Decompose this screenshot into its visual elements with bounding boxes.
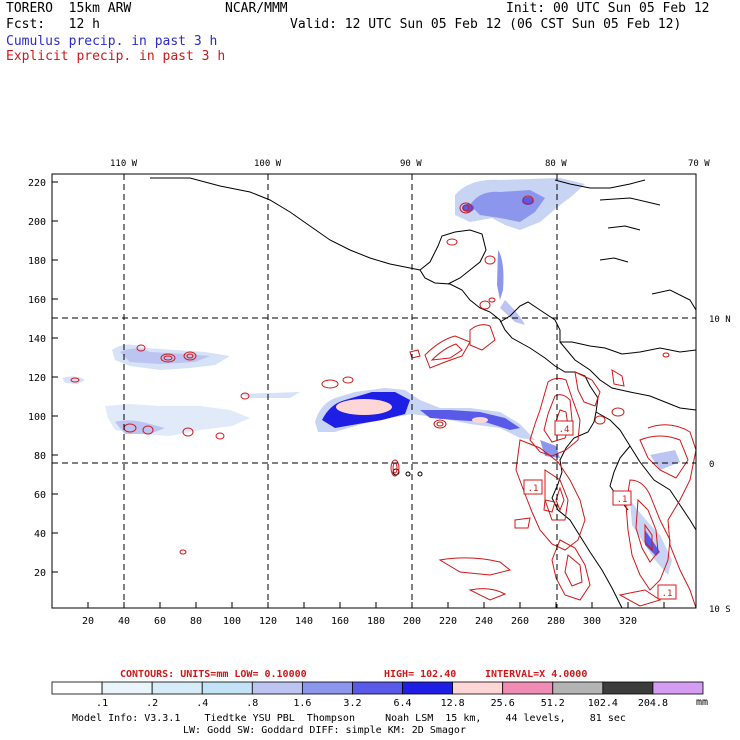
lon-label: 80 W (545, 159, 567, 169)
lon-label: 110 W (110, 159, 138, 169)
colorbar-swatch (452, 681, 504, 695)
colorbar-swatch (151, 681, 203, 695)
forecast-hour: Fcst: 12 h (6, 17, 100, 32)
colorbar-label: 6.4 (394, 698, 412, 709)
lon-label: 70 W (688, 159, 710, 169)
lat-label: 10 S (709, 605, 731, 615)
x-tick-label: 60 (154, 616, 166, 627)
colorbar-label: .2 (146, 698, 158, 709)
colorbar-label: 1.6 (293, 698, 311, 709)
colorbar-label: 51.2 (541, 698, 565, 709)
contours-high-text: HIGH= 102.40 (384, 669, 456, 680)
model-title: TORERO 15km ARW (6, 1, 132, 16)
contour-label-boxes: .4 .1 .1 .1 (523, 420, 677, 600)
colorbar-label: 25.6 (491, 698, 515, 709)
x-tick-label: 180 (367, 616, 385, 627)
y-tick-labels: 220 200 180 160 140 120 100 80 60 40 20 (28, 178, 46, 579)
x-tick-labels: 20 40 60 80 100 120 140 160 180 200 220 … (82, 616, 637, 627)
contour-value-label: .4 (559, 425, 570, 435)
lat-label: 0 (709, 460, 714, 470)
org-label: NCAR/MMM (225, 1, 288, 16)
y-tick-label: 200 (28, 217, 46, 228)
colorbar-swatch (552, 681, 604, 695)
colorbar-label: 3.2 (343, 698, 361, 709)
x-tick-label: 240 (475, 616, 493, 627)
contour-value-label: .1 (617, 495, 628, 505)
x-tick-label: 200 (403, 616, 421, 627)
contours-interval-text: INTERVAL=X 4.0000 (485, 669, 587, 680)
lon-label: 100 W (254, 159, 282, 169)
colorbar-swatch (602, 681, 654, 695)
physics-info: LW: Godd SW: Goddard DIFF: simple KM: 2D… (183, 725, 466, 736)
init-time: Init: 00 UTC Sun 05 Feb 12 (506, 1, 710, 16)
contours-units-text: CONTOURS: UNITS=mm LOW= 0.10000 (120, 669, 307, 680)
colorbar-swatch (201, 681, 253, 695)
colorbar-swatch (502, 681, 554, 695)
lon-label: 90 W (400, 159, 422, 169)
contour-value-label: .1 (528, 484, 539, 494)
colorbar-swatch (101, 681, 153, 695)
x-tick-label: 40 (118, 616, 130, 627)
lon-labels: 110 W 100 W 90 W 80 W 70 W (110, 159, 710, 169)
x-tick-label: 140 (295, 616, 313, 627)
x-tick-label: 260 (511, 616, 529, 627)
precip-max-pink (336, 399, 392, 415)
y-tick-label: 100 (28, 412, 46, 423)
x-tick-label: 220 (439, 616, 457, 627)
y-tick-label: 140 (28, 334, 46, 345)
x-tick-label: 320 (619, 616, 637, 627)
contour-value-label: .1 (662, 589, 673, 599)
colorbar-labels: .1 .2 .4 .8 1.6 3.2 6.4 12.8 25.6 51.2 102.4 204.8 (96, 698, 668, 709)
colorbar-label: .4 (196, 698, 208, 709)
colorbar-label: 102.4 (588, 698, 618, 709)
y-tick-label: 80 (34, 451, 46, 462)
y-tick-label: 220 (28, 178, 46, 189)
colorbar-label: .8 (246, 698, 258, 709)
colorbar-swatch (352, 681, 403, 695)
colorbar-swatch (652, 681, 704, 695)
colorbar-swatch (251, 681, 303, 695)
x-tick-label: 20 (82, 616, 94, 627)
contours-info: CONTOURS: UNITS=mm LOW= 0.10000 HIGH= 10… (120, 669, 587, 680)
valid-time: Valid: 12 UTC Sun 05 Feb 12 (06 CST Sun … (290, 17, 682, 32)
precip-max-pink-2 (472, 417, 488, 423)
colorbar-swatch (402, 681, 454, 695)
cumulus-legend: Cumulus precip. in past 3 h (6, 34, 218, 49)
model-info: Model Info: V3.3.1 Tiedtke YSU PBL Thomp… (72, 713, 626, 724)
lat-lon-grid (52, 174, 696, 608)
y-tick-label: 40 (34, 529, 46, 540)
colorbar-swatch (51, 681, 103, 695)
map-frame (51, 173, 697, 609)
y-tick-label: 120 (28, 373, 46, 384)
colorbar-swatch (301, 681, 353, 695)
x-tick-label: 120 (259, 616, 277, 627)
axis-ticks (52, 181, 665, 608)
colorbar-unit: mm (696, 697, 708, 708)
y-tick-label: 60 (34, 490, 46, 501)
x-tick-label: 100 (223, 616, 241, 627)
explicit-legend: Explicit precip. in past 3 h (6, 49, 226, 64)
colorbar (51, 681, 704, 695)
x-tick-label: 80 (190, 616, 202, 627)
y-tick-label: 180 (28, 256, 46, 267)
x-tick-label: 300 (583, 616, 601, 627)
lat-label: 10 N (709, 315, 731, 325)
y-tick-label: 20 (34, 568, 46, 579)
colorbar-label: .1 (96, 698, 108, 709)
x-tick-label: 160 (331, 616, 349, 627)
y-tick-label: 160 (28, 295, 46, 306)
lat-labels: 10 N 0 10 S (709, 315, 731, 615)
colorbar-label: 204.8 (638, 698, 668, 709)
colorbar-label: 12.8 (441, 698, 465, 709)
x-tick-label: 280 (547, 616, 565, 627)
